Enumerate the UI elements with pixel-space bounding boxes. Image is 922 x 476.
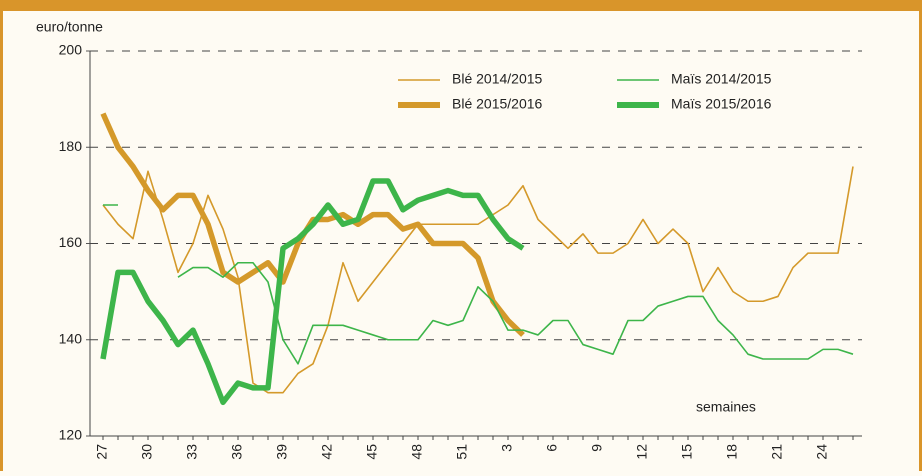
x-tick-label: 18 [724, 444, 740, 460]
x-tick-label: 21 [769, 444, 785, 460]
series-line [103, 204, 854, 365]
x-tick-label: 3 [499, 444, 515, 452]
legend-label: Maïs 2015/2016 [671, 96, 772, 112]
x-tick-label: 9 [589, 444, 605, 452]
legend-label: Blé 2014/2015 [452, 71, 543, 87]
x-tick-label: 33 [184, 444, 200, 460]
x-tick-label: 42 [319, 444, 335, 460]
series-line [100, 112, 525, 337]
y-axis-label: euro/tonne [36, 19, 103, 35]
right-border [919, 0, 922, 471]
legend-label: Maïs 2014/2015 [671, 71, 772, 87]
y-tick-label: 120 [59, 427, 83, 443]
y-tick-label: 180 [59, 138, 83, 154]
x-tick-label: 27 [94, 444, 110, 460]
y-tick-label: 160 [59, 234, 83, 250]
x-axis-label: semaines [696, 399, 756, 415]
x-tick-label: 45 [364, 444, 380, 460]
series-line [100, 178, 525, 406]
y-tick-label: 140 [59, 330, 83, 346]
legend-label: Blé 2015/2016 [452, 96, 543, 112]
x-tick-label: 30 [139, 444, 155, 460]
series-line [102, 166, 854, 394]
x-tick-label: 15 [679, 444, 695, 460]
x-tick-label: 12 [634, 444, 650, 460]
x-tick-label: 6 [544, 444, 560, 452]
x-tick-label: 51 [454, 444, 470, 460]
left-border [0, 0, 3, 471]
x-tick-label: 39 [274, 444, 290, 460]
y-tick-label: 200 [59, 42, 83, 58]
x-tick-label: 36 [229, 444, 245, 460]
header-bar [0, 0, 922, 11]
x-tick-label: 48 [409, 444, 425, 460]
x-tick-label: 24 [814, 444, 830, 460]
